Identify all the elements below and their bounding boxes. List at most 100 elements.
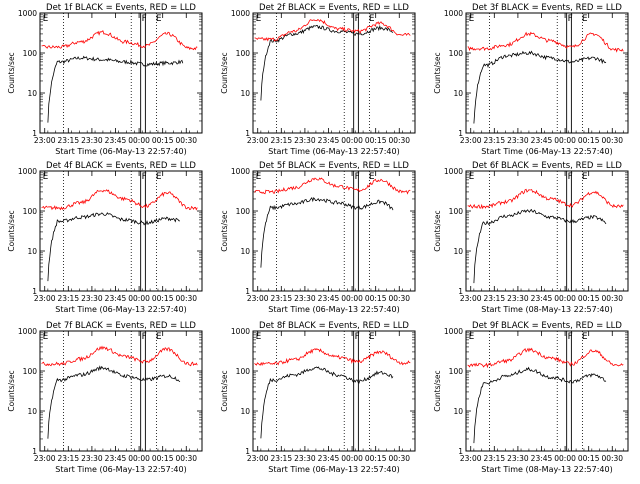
x-tick-label: 00:30 [175, 454, 197, 463]
plot-frame [465, 330, 629, 452]
y-axis-label: Counts/sec [7, 210, 16, 251]
flag-label: F [142, 14, 147, 24]
series-events-line [260, 196, 394, 268]
y-tick-label: 10 [453, 89, 463, 98]
flag-label: E [582, 332, 588, 342]
plot-frame [39, 330, 203, 452]
x-tick-label: 00:30 [601, 294, 623, 303]
x-tick-label: 23:30 [294, 136, 316, 145]
x-tick-label: 23:00 [247, 136, 269, 145]
x-tick-label: 23:00 [34, 136, 56, 145]
x-tick-label: 00:30 [175, 136, 197, 145]
flag-label: E [469, 172, 475, 182]
x-tick-label: 23:45 [531, 454, 553, 463]
plot-frame [39, 170, 203, 292]
plot-frame [252, 330, 416, 452]
series-lld-line [254, 348, 411, 367]
x-tick-label: 23:00 [460, 294, 482, 303]
y-tick-label: 100 [23, 367, 38, 376]
x-tick-label: 00:30 [175, 294, 197, 303]
y-tick-label: 1 [32, 287, 37, 296]
y-tick-label: 1 [245, 287, 250, 296]
x-tick-label: 23:15 [270, 294, 292, 303]
x-tick-label: 23:30 [81, 136, 103, 145]
x-tick-label: 23:15 [270, 454, 292, 463]
panel-title: Det 1f BLACK = Events, RED = LLD [46, 3, 196, 13]
flag-label: E [156, 172, 162, 182]
panel-title: Det 6f BLACK = Events, RED = LLD [472, 161, 622, 171]
flag-label: F [355, 14, 360, 24]
flag-label: E [469, 14, 475, 24]
x-tick-label: 23:00 [34, 294, 56, 303]
y-tick-label: 1000 [231, 9, 250, 18]
series-events-line [473, 208, 607, 284]
flag-label: F [142, 172, 147, 182]
y-tick-label: 100 [449, 49, 464, 58]
y-tick-label: 1000 [18, 167, 37, 176]
y-tick-label: 1 [458, 447, 463, 456]
y-axis-label: Counts/sec [7, 52, 16, 93]
panel-title: Det 7f BLACK = Events, RED = LLD [46, 321, 196, 331]
flag-label: F [568, 172, 573, 182]
y-tick-label: 10 [240, 89, 250, 98]
series-lld-line [41, 189, 198, 211]
y-axis-label: Counts/sec [433, 370, 442, 411]
panel-title: Det 2f BLACK = Events, RED = LLD [259, 3, 409, 13]
x-tick-label: 23:30 [507, 136, 529, 145]
x-tick-label: 23:30 [507, 454, 529, 463]
x-tick-label: 23:00 [247, 294, 269, 303]
flag-label: F [355, 172, 360, 182]
flag-label: E [43, 172, 49, 182]
x-tick-label: 23:30 [81, 454, 103, 463]
x-tick-label: 23:45 [531, 136, 553, 145]
y-tick-label: 1000 [444, 9, 463, 18]
x-tick-label: 23:15 [57, 294, 79, 303]
flag-label: E [156, 14, 162, 24]
y-tick-label: 10 [27, 247, 37, 256]
y-tick-label: 1000 [444, 327, 463, 336]
y-tick-label: 100 [236, 207, 251, 216]
y-tick-label: 10 [240, 407, 250, 416]
y-tick-label: 1000 [231, 167, 250, 176]
series-events-line [473, 366, 607, 444]
x-tick-label: 00:15 [578, 136, 600, 145]
x-tick-label: 00:15 [578, 454, 600, 463]
series-lld-line [467, 188, 624, 210]
flag-label: F [568, 14, 573, 24]
x-tick-label: 23:15 [483, 454, 505, 463]
series-events-line [47, 55, 184, 123]
plot-frame [465, 170, 629, 292]
flag-label: E [369, 172, 375, 182]
y-tick-label: 1000 [444, 167, 463, 176]
plot-frame [465, 12, 629, 134]
x-tick-label: 23:45 [105, 136, 127, 145]
y-axis-label: Counts/sec [220, 370, 229, 411]
flag-label: F [568, 332, 573, 342]
panel-title: Det 3f BLACK = Events, RED = LLD [472, 3, 622, 13]
flag-label: E [582, 172, 588, 182]
x-tick-label: 00:00 [554, 136, 576, 145]
x-axis-label: Start Time (06-May-13 22:57:40) [55, 465, 186, 474]
y-axis-label: Counts/sec [433, 210, 442, 251]
x-tick-label: 00:15 [152, 454, 174, 463]
x-tick-label: 23:45 [531, 294, 553, 303]
x-tick-label: 23:30 [507, 294, 529, 303]
x-tick-label: 23:30 [294, 294, 316, 303]
flag-label: E [369, 14, 375, 24]
x-tick-label: 00:30 [388, 454, 410, 463]
series-lld-line [254, 177, 411, 195]
x-tick-label: 00:15 [578, 294, 600, 303]
y-tick-label: 10 [453, 407, 463, 416]
y-tick-label: 10 [240, 247, 250, 256]
x-tick-label: 00:15 [365, 294, 387, 303]
y-tick-label: 100 [23, 49, 38, 58]
series-lld-line [467, 31, 624, 53]
y-tick-label: 1 [32, 129, 37, 138]
x-tick-label: 00:00 [128, 136, 150, 145]
x-tick-label: 23:45 [318, 454, 340, 463]
